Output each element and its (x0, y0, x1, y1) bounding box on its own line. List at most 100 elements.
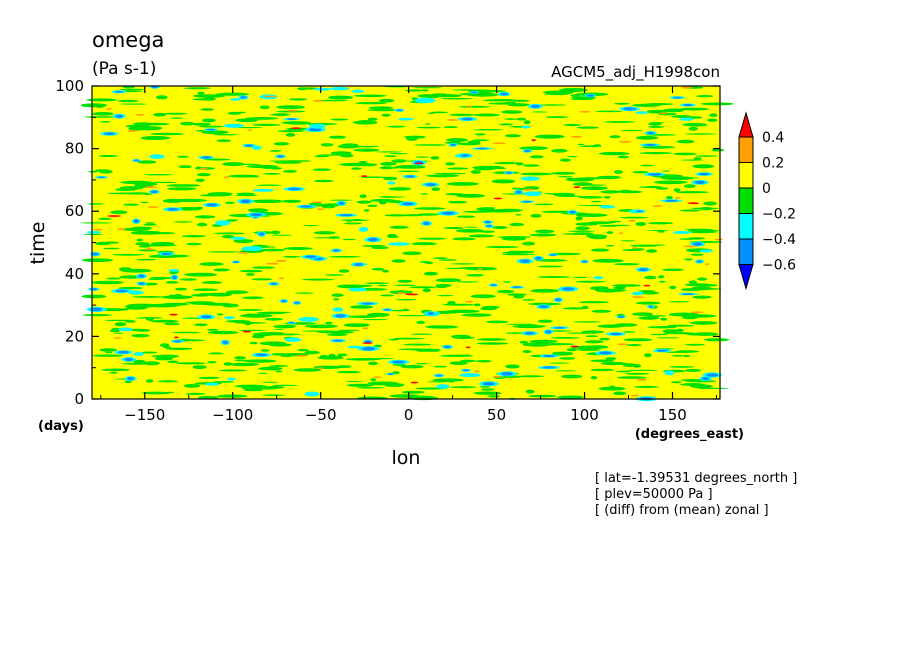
field-patch-green (440, 97, 473, 100)
field-patch-green (345, 358, 379, 361)
field-patch-blue (609, 332, 623, 336)
field-patch-green (593, 144, 602, 147)
field-patch-green (208, 330, 239, 335)
field-patch-green (590, 359, 615, 363)
field-patch-green (606, 224, 631, 227)
field-patch-green (474, 295, 484, 298)
field-patch-cyan (229, 98, 242, 101)
field-patch-green (173, 221, 193, 223)
field-patch-green (522, 241, 536, 246)
field-patch-green (378, 200, 387, 205)
field-patch-green (430, 111, 448, 114)
field-patch-green (242, 386, 265, 391)
field-patch-orange (144, 186, 158, 189)
field-patch-orange (135, 113, 145, 116)
field-patch-green (98, 155, 119, 157)
field-patch-green (92, 112, 114, 116)
field-patch-green (198, 125, 224, 128)
field-patch-green (605, 357, 617, 360)
field-patch-green (485, 320, 509, 324)
field-patch-orange (147, 206, 159, 208)
field-patch-green (434, 172, 467, 175)
field-patch-green (192, 98, 212, 101)
colorbar-label: −0.4 (762, 232, 796, 248)
field-patch-green (117, 99, 139, 103)
field-patch-green (613, 391, 627, 396)
field-patch-green (145, 222, 156, 224)
field-patch-green (359, 163, 378, 167)
field-patch-blue (706, 373, 719, 377)
field-patch-green (140, 136, 171, 140)
field-patch-blue (638, 268, 649, 272)
field-patch-green (501, 110, 523, 114)
field-patch-cyan (223, 123, 245, 128)
field-patch-green (658, 280, 666, 283)
field-patch-blue (258, 232, 265, 236)
field-patch-green (537, 265, 564, 268)
field-patch-orange (199, 167, 208, 170)
field-patch-green (192, 94, 226, 98)
field-patch-green (397, 170, 420, 172)
field-patch-green (194, 323, 208, 327)
field-patch-green (362, 319, 388, 321)
y-tick-label: 0 (74, 390, 84, 408)
field-patch-green (671, 115, 693, 118)
field-patch-green (575, 222, 599, 226)
field-patch-green (356, 200, 372, 204)
field-patch-green (529, 155, 544, 159)
field-patch-green (343, 323, 370, 327)
field-patch-green (581, 330, 605, 334)
field-patch-green (113, 332, 124, 334)
field-patch-green (559, 357, 576, 360)
field-patch-green (217, 313, 224, 316)
field-patch-green (373, 344, 382, 348)
field-patch-green (277, 130, 304, 133)
field-patch-green (301, 278, 335, 281)
field-patch-green (676, 191, 709, 194)
field-patch-green (227, 174, 260, 178)
field-patch-blue (117, 350, 130, 354)
field-patch-orange (659, 112, 667, 115)
field-patch-blue (435, 374, 443, 377)
field-patch-green (622, 363, 637, 367)
field-patch-green (649, 333, 669, 336)
field-patch-green (234, 194, 259, 197)
field-patch-green (285, 133, 296, 137)
field-patch-green (403, 214, 424, 217)
field-patch-green (485, 245, 520, 249)
field-patch-green (186, 242, 202, 246)
field-patch-orange (643, 284, 651, 287)
field-patch-green (367, 204, 378, 207)
field-patch-green (421, 89, 429, 92)
field-patch-blue (332, 339, 343, 342)
field-patch-blue (138, 282, 145, 285)
field-patch-cyan (347, 345, 365, 349)
field-patch-orange (405, 293, 419, 296)
field-patch-green (431, 187, 441, 191)
field-patch-green (605, 245, 615, 247)
field-patch-green (623, 338, 653, 342)
field-patch-green (619, 189, 632, 194)
field-patch-green (131, 226, 153, 230)
field-patch-green (218, 369, 248, 372)
field-patch-green (136, 258, 157, 261)
field-patch-green (183, 384, 201, 388)
field-patch-green (504, 134, 521, 138)
field-patch-green (461, 313, 492, 317)
field-patch-green (371, 246, 389, 250)
field-patch-orange (680, 86, 694, 89)
field-patch-green (433, 365, 447, 368)
field-patch-green (237, 309, 264, 311)
field-patch-green (388, 187, 412, 191)
field-patch-green (353, 218, 362, 221)
field-patch-green (368, 106, 394, 110)
field-patch-green (242, 296, 264, 300)
field-patch-green (338, 269, 350, 273)
field-patch-green (631, 103, 662, 107)
field-patch-green (199, 262, 224, 266)
field-patch-green (679, 107, 710, 111)
field-patch-green (184, 272, 218, 277)
field-patch-cyan (332, 307, 344, 312)
field-patch-green (377, 284, 388, 287)
field-patch-green (271, 353, 289, 356)
